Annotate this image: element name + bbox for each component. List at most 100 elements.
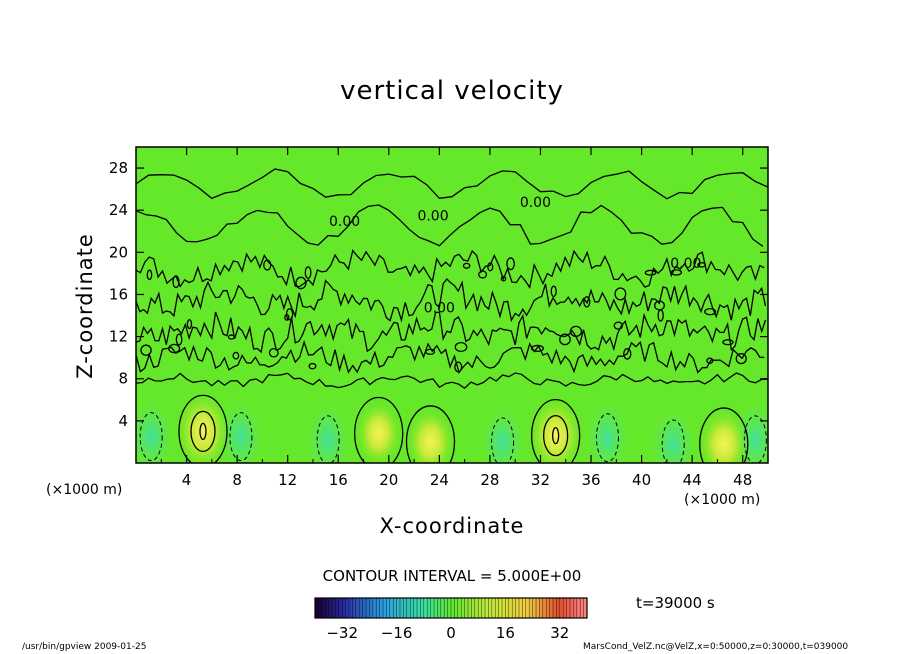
x-tick-label-24: 24 [430, 471, 449, 489]
updraft-ring-mid-0 [190, 410, 216, 453]
colorbar-segment-16 [369, 598, 374, 618]
contour-loop-13 [268, 347, 279, 358]
colorbar-segment-56 [505, 598, 510, 618]
y-tick-label-4: 4 [118, 412, 128, 430]
y-axis-label: Z-coordinate [73, 233, 97, 379]
y-tick-label-28: 28 [109, 159, 128, 177]
colorbar-segment-26 [403, 598, 408, 618]
colorbar-tick-label-2: 0 [446, 624, 456, 642]
footer-right: MarsCond_VelZ.nc@VelZ,x=0:50000,z=0:3000… [583, 642, 849, 652]
colorbar-segment-0 [315, 598, 319, 618]
contour-loop-14 [478, 270, 488, 279]
colorbar: −32 −16 0 16 32 [314, 597, 588, 642]
colorbar-segment-67 [542, 598, 547, 618]
downdraft-cell-4 [585, 401, 630, 463]
colorbar-segment-65 [536, 598, 540, 618]
colorbar-segment-9 [345, 598, 350, 618]
updraft-ring-outer-3 [699, 407, 749, 463]
contour-loop-8 [722, 339, 734, 346]
colorbar-segment-55 [502, 598, 506, 618]
updraft-ring-inner-0 [199, 422, 207, 441]
colorbar-segment-25 [400, 598, 404, 618]
downdraft-cell-5 [651, 408, 696, 463]
downdraft-ring-4 [595, 413, 619, 463]
contour-loop-38 [454, 342, 468, 353]
contour-loop-32 [654, 300, 665, 311]
x-tick-label-40: 40 [632, 471, 651, 489]
contour-loop-22 [697, 262, 707, 268]
colorbar-segment-18 [376, 598, 381, 618]
updraft-cell-0 [176, 393, 229, 463]
contour-interval-label: CONTOUR INTERVAL = 5.000E+00 [322, 567, 582, 585]
colorbar-segment-1 [318, 598, 323, 618]
x-tick-label-48: 48 [733, 471, 752, 489]
colorbar-segment-71 [556, 598, 561, 618]
colorbar-segment-64 [532, 598, 537, 618]
colorbar-segment-41 [454, 598, 459, 618]
colorbar-tick-label-0: −32 [326, 624, 358, 642]
updraft-ring-outer-4 [354, 396, 404, 463]
x-tick-label-16: 16 [329, 471, 348, 489]
colorbar-segment-66 [539, 598, 544, 618]
x-tick-label-12: 12 [278, 471, 297, 489]
colorbar-segment-58 [512, 598, 517, 618]
contour-loop-15 [186, 319, 193, 330]
contour-loop-1 [706, 357, 714, 364]
contour-loop-0 [530, 344, 544, 352]
colorbar-segment-7 [338, 598, 343, 618]
contour-lines [136, 168, 768, 463]
downdraft-cell-2 [306, 403, 351, 463]
contour-line-1 [136, 204, 764, 247]
contour-loop-37 [168, 343, 181, 354]
colorbar-segment-69 [549, 598, 554, 618]
x-tick-label-8: 8 [232, 471, 242, 489]
contour-loop-23 [670, 269, 683, 276]
contour-label-3: 0.00 [424, 300, 455, 316]
contour-loop-9 [140, 344, 152, 356]
colorbar-segment-30 [417, 598, 421, 618]
colorbar-segment-44 [464, 598, 469, 618]
updraft-cell-3 [700, 409, 748, 463]
contour-line-2 [136, 249, 765, 290]
colorbar-frame [314, 597, 588, 619]
downdraft-ring-6 [743, 415, 767, 463]
colorbar-segment-33 [427, 598, 432, 618]
updraft-ring-outer-2 [405, 405, 456, 463]
contour-loop-19 [227, 334, 235, 340]
contour-loop-17 [425, 348, 436, 355]
y-tick-label-24: 24 [109, 201, 128, 219]
colorbar-segment-31 [420, 598, 425, 618]
y-tick-label-16: 16 [109, 285, 128, 303]
y-axis: 4 8 12 16 20 24 28 [109, 159, 768, 430]
y-tick-label-12: 12 [109, 328, 128, 346]
x-tick-label-20: 20 [379, 471, 398, 489]
colorbar-tick-label-4: 32 [550, 624, 569, 642]
updraft-cell-1 [529, 397, 582, 463]
colorbar-segment-3 [325, 598, 330, 618]
contour-loop-34 [308, 362, 317, 370]
colorbar-segment-39 [447, 598, 452, 618]
contour-loop-28 [304, 266, 312, 279]
colorbar-segment-19 [379, 598, 384, 618]
colorbar-segment-48 [478, 598, 483, 618]
contour-loop-4 [263, 259, 272, 271]
x-axis: 4 8 12 16 20 24 28 32 36 40 44 48 [160, 147, 752, 489]
x-tick-label-44: 44 [683, 471, 702, 489]
colorbar-segment-11 [352, 598, 357, 618]
colorbar-segment-74 [566, 598, 571, 618]
colorbar-segment-13 [359, 598, 364, 618]
contour-loop-39 [614, 287, 627, 301]
colorbar-segment-21 [386, 598, 391, 618]
colorbar-segment-79 [583, 598, 588, 618]
x-tick-label-32: 32 [531, 471, 550, 489]
colorbar-segment-23 [393, 598, 398, 618]
colorbar-segment-14 [362, 598, 367, 618]
colorbar-segment-57 [508, 598, 513, 618]
colorbar-segment-35 [434, 598, 438, 618]
contour-line-5 [136, 339, 765, 375]
x-unit-right: (×1000 m) [684, 492, 761, 508]
contour-loop-21 [487, 262, 494, 272]
colorbar-segment-2 [321, 598, 326, 618]
colorbar-segment-10 [349, 598, 353, 618]
